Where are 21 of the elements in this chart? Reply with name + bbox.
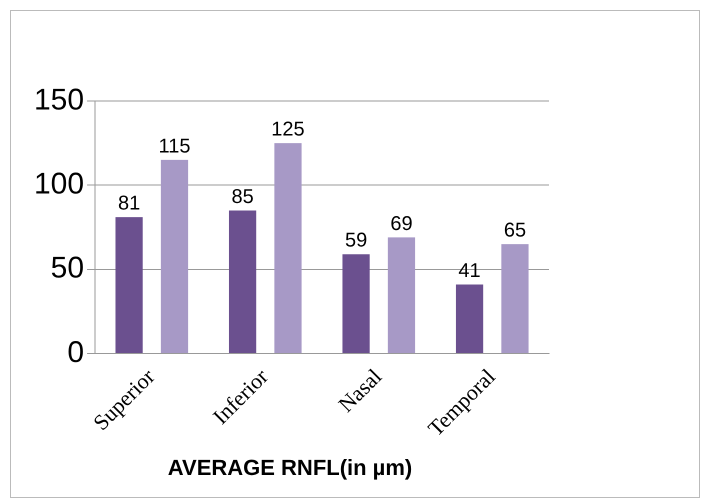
data-label: 85 [231, 186, 254, 208]
data-label: 41 [458, 260, 481, 282]
bar [342, 254, 370, 354]
bar [228, 210, 256, 354]
data-label: 69 [390, 212, 413, 235]
bar [160, 160, 188, 354]
bar [501, 244, 529, 354]
y-tick-label: 100 [34, 167, 84, 200]
data-label: 81 [118, 192, 140, 215]
data-label: 59 [344, 230, 368, 252]
y-tick-label: 150 [34, 83, 84, 116]
bar [115, 217, 143, 354]
data-label: 65 [504, 220, 526, 242]
data-label: 125 [271, 118, 305, 141]
bar [456, 284, 484, 354]
bar [274, 143, 302, 354]
y-tick-label: 0 [67, 336, 84, 369]
bar [388, 237, 416, 354]
data-label: 115 [158, 135, 190, 158]
text: AVERAGE RNFL(in µm) [168, 454, 412, 480]
y-tick-label: 50 [50, 252, 84, 285]
